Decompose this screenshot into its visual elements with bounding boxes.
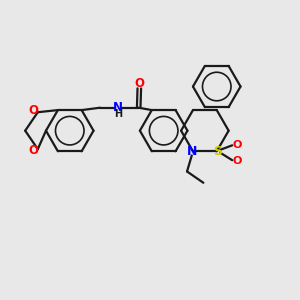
Text: O: O: [28, 144, 38, 157]
Text: O: O: [134, 76, 144, 89]
Text: H: H: [114, 109, 122, 119]
Text: N: N: [187, 146, 197, 158]
Text: O: O: [233, 140, 242, 150]
Text: S: S: [213, 146, 222, 158]
Text: O: O: [28, 104, 38, 117]
Text: N: N: [113, 100, 123, 114]
Text: O: O: [233, 156, 242, 166]
